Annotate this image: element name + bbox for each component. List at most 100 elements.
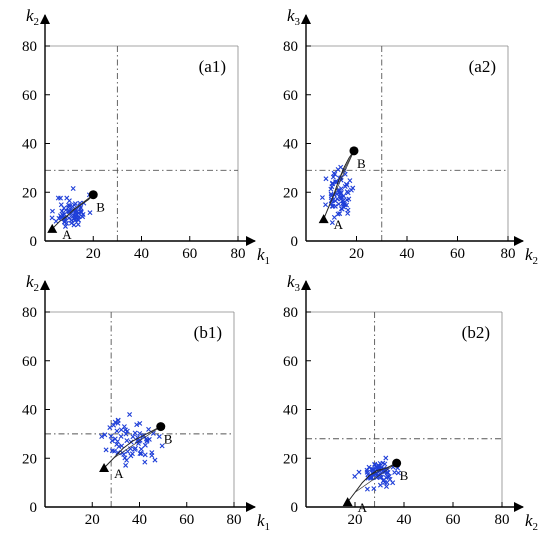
cloud-point [75, 221, 81, 227]
cloud-point [366, 464, 372, 470]
x-axis-label-subscript: 1 [265, 521, 271, 533]
cloud-point [59, 208, 65, 214]
cloud-point [330, 180, 336, 186]
cloud-point [149, 450, 155, 456]
cloud-point [332, 203, 338, 209]
cloud-point [328, 191, 334, 197]
cloud-point [123, 462, 129, 468]
start-marker-triangle [47, 223, 58, 233]
trajectory-branch [328, 150, 355, 208]
end-marker-circle [156, 422, 166, 432]
x-tick-label: 60 [182, 246, 197, 262]
y-axis-label: k2 [26, 272, 39, 294]
cloud-point [49, 208, 55, 214]
cloud-point [371, 486, 377, 492]
y-tick-label: 60 [283, 88, 298, 104]
cloud-point [108, 433, 114, 439]
cloud-point [49, 215, 55, 221]
y-tick-label: 60 [283, 354, 298, 370]
cloud-point [347, 178, 353, 184]
cloud-point [339, 206, 345, 212]
cloud-point [78, 209, 84, 215]
cloud-point [385, 474, 390, 480]
x-tick-label: 80 [501, 246, 516, 262]
y-tick-label: 0 [30, 234, 38, 250]
cloud-point [137, 420, 143, 426]
x-tick-label: 40 [132, 512, 147, 528]
cloud-point [103, 447, 109, 453]
cloud-point [121, 451, 127, 457]
x-axis-label: k2 [525, 245, 538, 267]
cloud-point [132, 430, 138, 436]
cloud-point [129, 451, 135, 457]
y-axis-label-subscript: 2 [34, 16, 40, 28]
panel-a1: 20 40 60 80 0 20 40 60 80 k1 k2 (a1) A B [22, 6, 270, 267]
cloud-point [383, 484, 389, 490]
x-axis-label: k2 [525, 511, 538, 533]
trajectory-branch [113, 426, 161, 459]
trajectory-branch [354, 462, 397, 493]
panel-b2: 20 40 60 80 0 20 40 60 80 k2 k3 (b2) A B [283, 272, 538, 533]
cloud-point [386, 473, 392, 479]
cloud-point [124, 438, 130, 444]
cloud-point [61, 205, 67, 211]
end-marker-circle [88, 190, 98, 200]
cloud-point [341, 193, 347, 199]
cloud-point [112, 419, 118, 425]
cloud-point [152, 457, 158, 463]
x-axis-label: k1 [257, 511, 270, 533]
x-tick-label: 60 [450, 246, 465, 262]
cloud-point [342, 202, 348, 208]
cloud-point [395, 470, 401, 476]
cloud-point [109, 438, 115, 444]
cloud-point [114, 428, 120, 434]
start-label: A [114, 466, 124, 481]
cloud-point [70, 186, 76, 191]
x-axis-label: k1 [257, 245, 270, 267]
cloud-point [392, 469, 398, 475]
cloud-point [137, 451, 143, 456]
cloud-point [118, 433, 124, 439]
cloud-point [53, 218, 59, 224]
cloud-point [335, 211, 341, 217]
start-marker-triangle [318, 214, 329, 224]
cloud-point [55, 195, 61, 201]
cloud-point [329, 184, 335, 190]
cloud-point [116, 444, 122, 450]
x-tick-label: 80 [495, 512, 510, 528]
start-label: A [62, 227, 72, 242]
y-axis-label: k3 [287, 272, 301, 294]
cloud-point [377, 482, 383, 488]
y-tick-label: 40 [283, 137, 298, 153]
y-tick-label: 0 [291, 234, 299, 250]
cloud-point [99, 434, 105, 440]
cloud-point [346, 196, 352, 202]
y-tick-label: 40 [283, 403, 298, 419]
cloud-point [87, 210, 93, 216]
cloud-point [132, 446, 138, 452]
cloud-point [329, 220, 335, 226]
y-tick-label: 20 [283, 451, 298, 467]
y-tick-label: 0 [291, 500, 299, 516]
cloud-point [383, 455, 389, 461]
cloud-point [142, 452, 148, 458]
cloud-point [345, 190, 351, 196]
x-tick-label: 40 [397, 512, 412, 528]
x-tick-label: 40 [134, 246, 149, 262]
trajectory-branch [338, 150, 355, 181]
end-label: B [164, 432, 173, 447]
cloud-point [150, 430, 156, 436]
cloud-point [66, 215, 72, 221]
cloud-point [323, 202, 329, 208]
cloud-point [146, 426, 152, 432]
cloud-point [338, 186, 344, 192]
cloud-point [385, 470, 391, 476]
cloud-point [124, 457, 130, 463]
cloud-point [134, 422, 140, 428]
y-tick-label: 20 [22, 185, 37, 201]
y-tick-label: 60 [22, 354, 37, 370]
end-label: B [96, 200, 105, 215]
cloud-point [130, 434, 136, 440]
x-tick-label: 60 [179, 512, 194, 528]
